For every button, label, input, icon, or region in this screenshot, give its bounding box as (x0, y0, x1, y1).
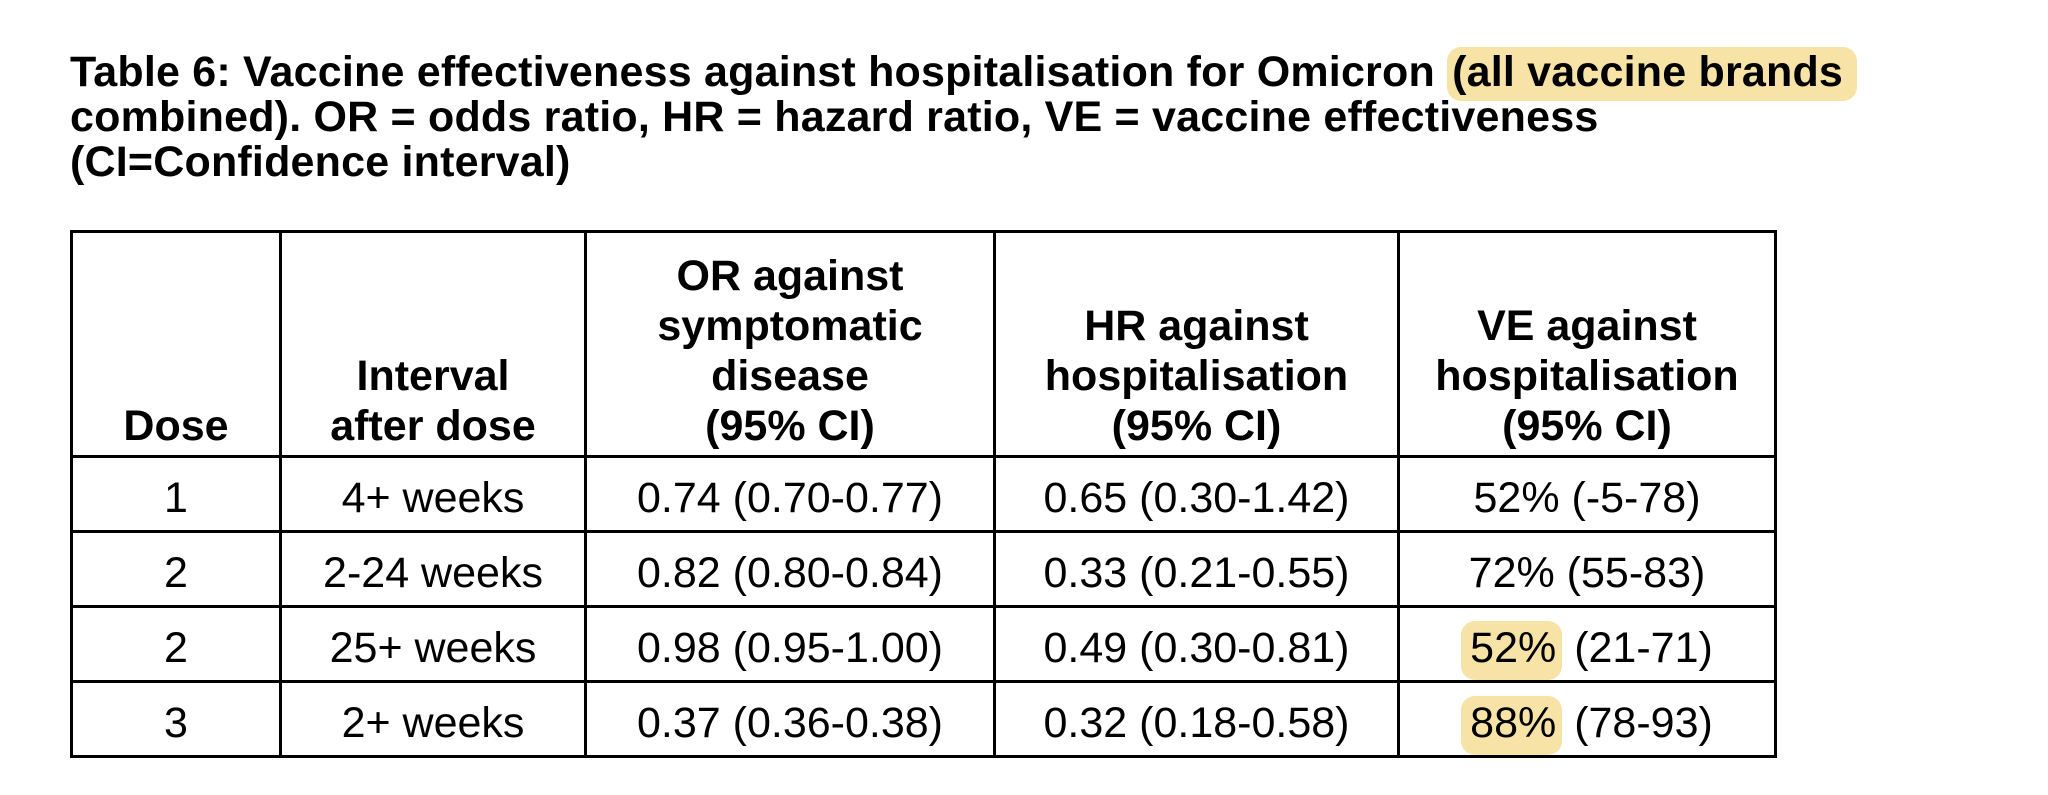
cell-interval: 25+ weeks (279, 605, 587, 683)
cell-hr-hospitalisation: 0.65 (0.30-1.42) (993, 455, 1400, 533)
highlight-annotation: 52% (1461, 621, 1563, 680)
cell-ve-hospitalisation: 52% (-5-78) (1397, 455, 1777, 533)
header-row: Dose Interval after dose OR against symp… (70, 230, 1777, 458)
caption-highlight-annotation: (all vaccine brands (1447, 47, 1858, 101)
cell-ve-text: 72% (55-83) (1468, 549, 1706, 597)
caption-line-2: combined). OR = odds ratio, HR = hazard … (70, 93, 1599, 141)
cell-ve-text: (78-93) (1562, 699, 1713, 747)
cell-or-symptomatic: 0.82 (0.80-0.84) (584, 530, 996, 608)
header-cell-ve-hospitalisation: VE against hospitalisation (95% CI) (1397, 230, 1777, 458)
table-row: 1 4+ weeks 0.74 (0.70-0.77) 0.65 (0.30-1… (70, 455, 1777, 533)
cell-hr-hospitalisation: 0.49 (0.30-0.81) (993, 605, 1400, 683)
cell-dose: 1 (70, 455, 282, 533)
table-caption: Table 6: Vaccine effectiveness against h… (70, 47, 1858, 186)
cell-or-symptomatic: 0.37 (0.36-0.38) (584, 680, 996, 758)
table-row: 2 25+ weeks 0.98 (0.95-1.00) 0.49 (0.30-… (70, 605, 1777, 683)
table-row: 3 2+ weeks 0.37 (0.36-0.38) 0.32 (0.18-0… (70, 680, 1777, 758)
cell-or-symptomatic: 0.98 (0.95-1.00) (584, 605, 996, 683)
cell-or-symptomatic: 0.74 (0.70-0.77) (584, 455, 996, 533)
header-cell-interval: Interval after dose (279, 230, 587, 458)
caption-line-3: (CI=Confidence interval) (70, 138, 571, 186)
highlight-annotation: 88% (1461, 696, 1563, 755)
vaccine-effectiveness-table: Dose Interval after dose OR against symp… (70, 230, 1777, 758)
table-row: 2 2-24 weeks 0.82 (0.80-0.84) 0.33 (0.21… (70, 530, 1777, 608)
cell-ve-text: (21-71) (1562, 624, 1713, 672)
cell-ve-text: 52% (-5-78) (1473, 474, 1701, 522)
cell-interval: 2+ weeks (279, 680, 587, 758)
header-cell-hr-hospitalisation: HR against hospitalisation (95% CI) (993, 230, 1400, 458)
cell-hr-hospitalisation: 0.33 (0.21-0.55) (993, 530, 1400, 608)
cell-dose: 3 (70, 680, 282, 758)
header-cell-or-symptomatic: OR against symptomatic disease (95% CI) (584, 230, 996, 458)
cell-interval: 2-24 weeks (279, 530, 587, 608)
cell-ve-hospitalisation: 72% (55-83) (1397, 530, 1777, 608)
cell-dose: 2 (70, 605, 282, 683)
cell-hr-hospitalisation: 0.32 (0.18-0.58) (993, 680, 1400, 758)
cell-dose: 2 (70, 530, 282, 608)
cell-ve-hospitalisation: 88% (78-93) (1397, 680, 1777, 758)
caption-line-1: Table 6: Vaccine effectiveness against h… (70, 47, 1858, 101)
cell-interval: 4+ weeks (279, 455, 587, 533)
cell-ve-hospitalisation: 52% (21-71) (1397, 605, 1777, 683)
header-cell-dose: Dose (70, 230, 282, 458)
caption-line-1-text: Table 6: Vaccine effectiveness against h… (70, 48, 1448, 96)
